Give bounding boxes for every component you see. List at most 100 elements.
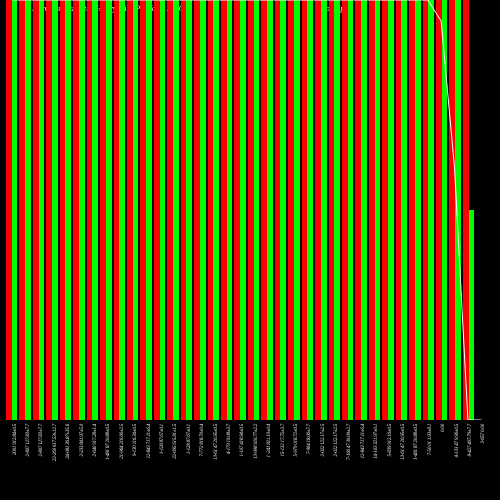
x-label: 2-640 917.28±1.4 [86,422,99,500]
x-label: 2001 912.84±0.5 [6,422,19,500]
bar-b [39,0,45,420]
bar-pair [46,0,57,420]
bar-pair [302,0,313,420]
bar-b [294,0,300,420]
x-label: 1-128 87.67±0.1 [180,422,193,500]
bar-pair [382,0,393,420]
bar-pair [342,0,353,420]
bar-b [173,0,179,420]
x-label: 7-50 01 1.93±8.1 [421,422,434,500]
bar-b [133,0,139,420]
bar-b [267,0,273,420]
x-label: 15-132 17.75±3.7 [274,422,287,500]
x-label: 21-964 216.66±2.5 [113,422,126,500]
bar-pair [234,0,245,420]
bar-pair [436,0,447,420]
x-labels: 2001 912.84±0.52-807 127.83±7.72-807 127… [6,422,488,500]
bar-b [119,0,125,420]
bar-b [146,0,152,420]
bar-pair [423,0,434,420]
bar-pair [329,0,340,420]
x-label: 9-130 116.34±0.5 [127,422,140,500]
bar-b [361,0,367,420]
x-label: 2-233 841.97±5.9 [73,422,86,500]
x-label: 22-260 617.53±12.7 [46,422,59,500]
x-label: 2-807 127.83±7.7 [33,422,46,500]
bar-b [401,0,407,420]
x-label: 2-022 122.17±2.5 [327,422,340,500]
bar-b [12,0,18,420]
bar-pair [127,0,138,420]
bar-b [415,0,421,420]
bar-pair [181,0,192,420]
bar-b [348,0,354,420]
bar-b [455,0,461,420]
bar-pair [315,0,326,420]
x-label: 24-081 36.87±35.6 [60,422,73,500]
bar-b [65,0,71,420]
bar-b [375,0,381,420]
x-label: 4-133 47 9.96±0.5 [448,422,461,500]
bar-b [442,0,448,420]
x-label: 7-964 18.06±7.7 [301,422,314,500]
bar-pair [194,0,205,420]
bar-pair [73,0,84,420]
bar-pair [275,0,286,420]
x-label: 0.00 [435,422,448,500]
bar-b [79,0,85,420]
bar-pair [87,0,98,420]
x-label: 1 -241 821.19±0.4 [260,422,273,500]
bar-b [227,0,233,420]
x-label: 13-61 47 20.95±0.5 [207,422,220,500]
bar-pair [396,0,407,420]
bar-pair [449,0,460,420]
bar-pair [140,0,151,420]
x-label: 13-61 47 20.95±0.5 [394,422,407,500]
x-label: 4-179 19.08±3.7 [220,422,233,500]
bar-b [200,0,206,420]
bar-pair [6,0,17,420]
bar-pair [248,0,259,420]
x-label: 12-843 717.11±6.4 [140,422,153,500]
bar-pair [33,0,44,420]
bar-b [52,0,58,420]
x-label: 1-481 87 20.88±0.5 [408,422,421,500]
bar-b [213,0,219,420]
x-label: 7-160 47 30.09±2.7 [341,422,354,500]
bar-series [6,0,488,420]
bar-b [186,0,192,420]
bar-pair [221,0,232,420]
bar-b [160,0,166,420]
bar-pair [369,0,380,420]
bar-pair [60,0,71,420]
x-label: 13-998 920.77±2.2 [247,422,260,500]
x-label: 2-807 127.83±7.7 [19,422,32,500]
bar-pair [114,0,125,420]
x-label: 5-979 018.72±0.5 [287,422,300,500]
bar-b [428,0,434,420]
x-label: 14-103 321.97±0.1 [368,422,381,500]
x-label: 5-839 912.16±0.5 [381,422,394,500]
bar-b [240,0,246,420]
x-label: 8-427 407.79±7.7 [461,422,474,500]
bar-pair [100,0,111,420]
bar-b [25,0,31,420]
bar-b [280,0,286,420]
bar-pair [261,0,272,420]
bar-pair [476,0,487,420]
bar-pair [288,0,299,420]
bar-pair [463,0,474,420]
bar-b [307,0,313,420]
bar-b [106,0,112,420]
bar-b [321,0,327,420]
bar-pair [154,0,165,420]
x-label: 12-843 717.11±6.4 [354,422,367,500]
x-label: 3-657 0.00 [475,422,488,500]
x-label: 1-481 87 20.88±0.5 [100,422,113,500]
bar-b [469,210,475,420]
x-label: 22-695 615.81±1.5 [167,422,180,500]
bar-pair [19,0,30,420]
x-label: 1-128 87.67±0.1 [153,422,166,500]
chart-area [6,0,488,420]
bar-b [334,0,340,420]
